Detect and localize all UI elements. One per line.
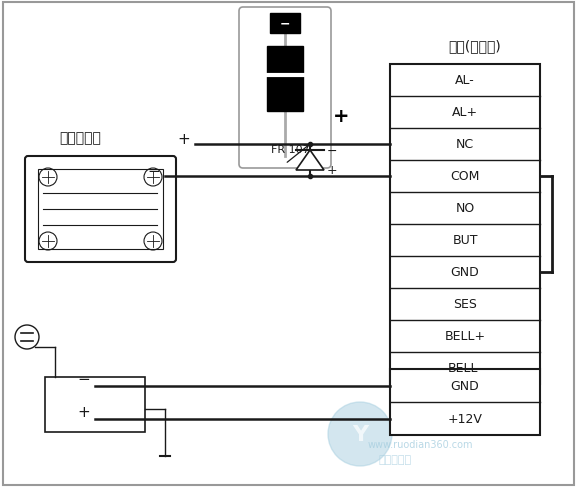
Bar xyxy=(267,47,303,112)
Text: NC: NC xyxy=(456,138,474,151)
Text: FR 107: FR 107 xyxy=(271,145,309,155)
Text: Y: Y xyxy=(352,424,368,444)
Text: BUT: BUT xyxy=(452,234,478,247)
Text: NO: NO xyxy=(455,202,475,215)
Text: +12V: +12V xyxy=(448,412,482,425)
Text: −: − xyxy=(327,144,338,157)
Text: +: + xyxy=(77,404,90,419)
Text: SES: SES xyxy=(453,298,477,311)
FancyBboxPatch shape xyxy=(239,8,331,169)
Text: www.ruodian360.com: www.ruodian360.com xyxy=(367,439,473,449)
FancyBboxPatch shape xyxy=(25,157,176,263)
Text: +: + xyxy=(333,107,349,126)
Text: AL-: AL- xyxy=(455,74,475,87)
Bar xyxy=(45,377,145,432)
Text: BELL+: BELL+ xyxy=(444,330,486,343)
Text: BELL-: BELL- xyxy=(448,362,482,375)
Bar xyxy=(38,170,163,249)
Text: +: + xyxy=(327,164,338,177)
Text: −: − xyxy=(77,371,90,386)
Text: GND: GND xyxy=(451,379,479,392)
Text: +: + xyxy=(177,131,190,146)
Circle shape xyxy=(328,402,392,466)
Text: −: − xyxy=(147,163,160,178)
Polygon shape xyxy=(296,151,324,171)
FancyBboxPatch shape xyxy=(270,14,300,34)
Text: 通电常闭锁: 通电常闭锁 xyxy=(59,131,101,145)
Bar xyxy=(390,65,540,384)
Text: GND: GND xyxy=(451,266,479,279)
Text: 躍电智能网: 躍电智能网 xyxy=(379,454,411,464)
Text: AL+: AL+ xyxy=(452,106,478,119)
Text: COM: COM xyxy=(450,170,479,183)
Bar xyxy=(390,369,540,435)
Text: −: − xyxy=(280,18,290,30)
Text: 主机(门禁机): 主机(门禁机) xyxy=(449,39,501,53)
